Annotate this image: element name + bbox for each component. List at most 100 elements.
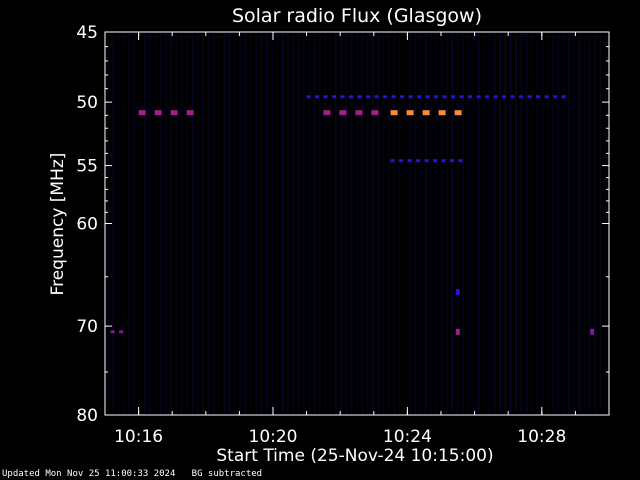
emission-mark [399,159,404,163]
noise-column [250,34,252,413]
emission-mark [366,95,371,99]
y-axis-label: Frequency [MHz] [48,153,68,296]
noise-column [297,34,300,413]
noise-column [117,34,120,413]
noise-column [515,34,517,413]
noise-column [191,34,194,413]
emission-mark [357,95,362,99]
noise-column [488,34,491,413]
noise-column [499,34,501,413]
emission-mark [493,95,498,99]
noise-column [403,34,406,413]
noise-column [425,34,427,413]
noise-column [456,34,459,413]
noise-column [213,34,215,413]
noise-column [419,34,422,413]
noise-column [287,34,289,413]
noise-column [340,34,342,413]
noise-column [387,34,390,413]
noise-column [154,34,157,413]
noise-column [350,34,353,413]
emission-mark [455,328,460,335]
noise-column [440,34,443,413]
footer: Updated Mon Nov 25 11:00:33 2024 BG subt… [2,469,262,479]
x-tick-label: 10:24 [383,427,432,447]
noise-column [509,34,512,413]
noise-column [446,34,448,413]
emission-mark [340,95,345,99]
emission-mark [400,95,405,99]
noise-column [149,34,151,413]
noise-column [504,34,507,413]
noise-column [578,34,581,413]
emission-mark [154,110,162,116]
y-tick-label: 60 [76,215,98,235]
y-tick-label: 45 [76,23,98,43]
noise-column [525,34,528,413]
noise-column [313,34,316,413]
noise-column [271,34,273,413]
emission-mark [454,110,462,116]
emission-mark [383,95,388,99]
noise-column [382,34,385,413]
x-tick-label: 10:28 [517,427,566,447]
noise-column [128,34,130,413]
noise-column [334,34,337,413]
emission-mark [306,95,311,99]
noise-column [202,34,204,413]
emission-mark [323,95,328,99]
noise-column [303,34,305,413]
noise-column [541,34,544,413]
noise-column [244,34,247,413]
noise-column [175,34,178,413]
emission-mark [119,330,124,334]
emission-mark [441,159,446,163]
emission-mark [485,95,490,99]
noise-column [520,34,522,413]
emission-mark [374,95,379,99]
emission-mark [510,95,515,99]
emission-mark [422,110,430,116]
emission-mark [417,95,422,99]
noise-column [345,34,348,413]
emission-mark [519,95,524,99]
noise-column [292,34,295,413]
noise-column [562,34,565,413]
y-tick-label: 55 [76,157,98,177]
y-tick-label: 80 [76,406,98,426]
noise-column [531,34,533,413]
noise-column [144,34,146,413]
emission-mark [553,95,558,99]
emission-mark [170,110,178,116]
emission-mark [502,95,507,99]
emission-mark [406,110,414,116]
noise-column [393,34,395,413]
x-tick-label: 10:20 [249,427,298,447]
noise-column [414,34,416,413]
emission-mark [476,95,481,99]
emission-mark [390,159,395,163]
noise-column [472,34,475,413]
emission-mark [433,159,438,163]
bg-note: BG subtracted [191,469,263,479]
noise-column [430,34,432,413]
features-layer [110,95,595,335]
noise-column [329,34,332,413]
noise-column [361,34,363,413]
noise-column [319,34,321,413]
noise-column [589,34,591,413]
x-tick-label: 10:16 [114,427,163,447]
noise-column [223,34,226,413]
noise-column [462,34,464,413]
emission-mark [455,289,460,295]
noise-column [584,34,586,413]
emission-mark [536,95,541,99]
emission-mark [355,110,363,116]
noise-column [266,34,268,413]
emission-mark [349,95,354,99]
emission-mark [468,95,473,99]
noise-column [552,34,554,413]
noise-column [228,34,231,413]
emission-mark [544,95,549,99]
noise-column [536,34,538,413]
